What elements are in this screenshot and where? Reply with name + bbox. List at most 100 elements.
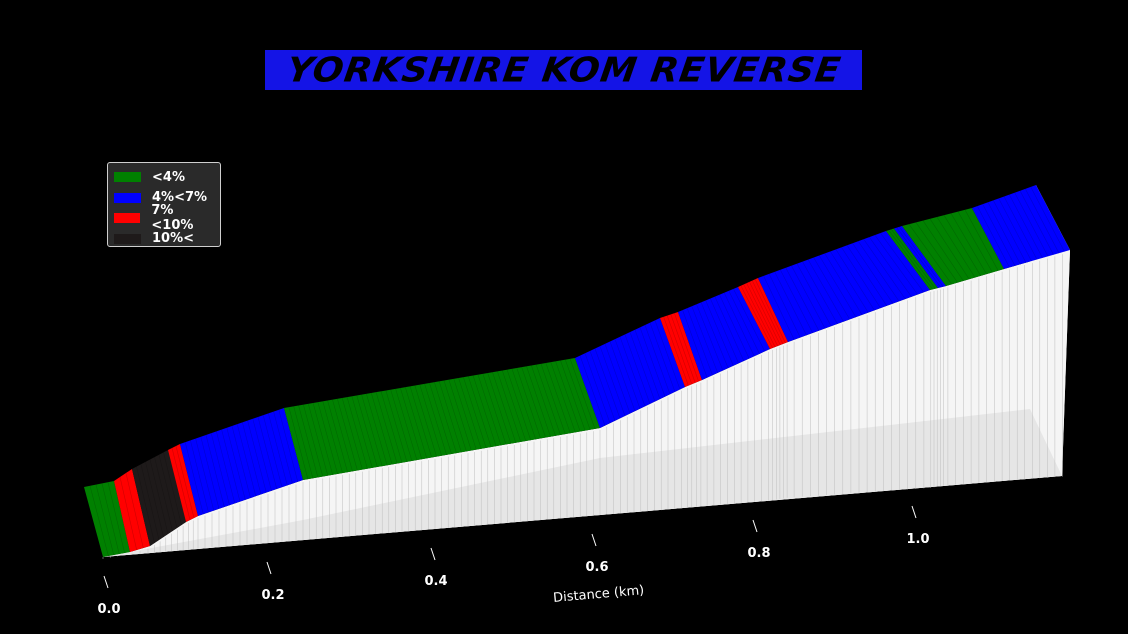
segment-stripe <box>1014 192 1049 257</box>
x-axis-ticks: 0.0 0.2 0.4 0.6 0.8 1.0 <box>97 505 930 617</box>
segment-stripe <box>145 461 164 538</box>
legend: <4% 4%<7% 7%<10% 10%< <box>107 162 221 247</box>
segment-stripe <box>361 394 383 467</box>
segment-stripe <box>429 382 452 455</box>
segment-stripe <box>395 388 418 461</box>
segment-stripe <box>957 211 993 273</box>
segment-stripe <box>830 251 869 313</box>
segment-stripe <box>1019 190 1054 255</box>
segment-stripe <box>163 452 182 526</box>
segment-stripe <box>482 373 507 445</box>
segment-stripe <box>714 296 745 362</box>
segment-stripe <box>619 336 646 407</box>
segment-stripe <box>317 402 338 474</box>
segment-stripe <box>929 218 970 280</box>
segment-stripe <box>560 360 586 431</box>
segment-stripe <box>663 316 689 386</box>
segment-stripe <box>691 306 718 373</box>
segment-stripe <box>807 259 844 322</box>
legend-label: 10%< <box>152 231 195 247</box>
segment-stripe <box>639 327 666 397</box>
segment-stripe <box>257 416 278 490</box>
gradient-segment <box>738 278 788 349</box>
chart-title: YORKSHIRE KOM REVERSE <box>283 50 844 90</box>
x-tick-mark <box>266 561 272 575</box>
segment-stripe <box>95 484 115 556</box>
segment-stripe <box>749 281 781 346</box>
segment-stripe <box>535 364 561 435</box>
segment-stripe <box>205 434 225 508</box>
segment-stripe <box>226 427 246 500</box>
segment-stripe <box>891 229 936 289</box>
segment-stripe <box>654 320 681 390</box>
segment-stripe <box>915 222 958 283</box>
chart-title-banner: YORKSHIRE KOM REVERSE <box>265 50 862 90</box>
segment-stripe <box>247 420 267 493</box>
segment-stripe <box>303 404 324 477</box>
segment-stripe <box>982 204 1016 266</box>
segment-stripe <box>458 377 482 449</box>
segment-stripe <box>371 392 393 465</box>
gradient-segment <box>678 287 770 380</box>
segment-stripe <box>813 257 850 320</box>
segment-stripe <box>1030 186 1065 252</box>
segment-stripe <box>594 348 621 419</box>
x-tick-mark <box>591 533 597 547</box>
x-tick-label: 0.8 <box>747 546 770 561</box>
segment-stripe <box>686 308 713 376</box>
segment-stripe <box>634 329 661 400</box>
segment-stripe <box>743 284 776 348</box>
segment-stripe <box>405 387 428 459</box>
gradient-segment <box>886 228 938 290</box>
gradient-segment <box>972 185 1070 269</box>
segment-stripe <box>857 241 900 302</box>
segment-stripe <box>614 339 641 409</box>
segment-stripe <box>977 205 1010 268</box>
segment-stripe <box>705 300 734 366</box>
segment-stripe <box>993 200 1027 263</box>
segment-stripe <box>409 386 432 458</box>
segment-stripe <box>964 209 999 271</box>
segment-stripe <box>463 377 487 448</box>
segment-stripe <box>195 438 215 511</box>
segment-stripe <box>200 436 220 509</box>
segment-stripe <box>835 249 875 311</box>
segment-stripe <box>666 315 693 385</box>
segment-stripe <box>190 440 209 513</box>
legend-swatch <box>114 192 141 203</box>
segment-stripe <box>140 464 160 541</box>
segment-stripe <box>589 350 616 421</box>
segment-stripe <box>936 216 976 278</box>
segment-stripe <box>346 397 368 469</box>
gradient-segment <box>902 208 1004 286</box>
segment-stripe <box>424 383 447 455</box>
segment-stripe <box>629 331 656 402</box>
segment-stripe <box>312 402 333 475</box>
x-tick-label: 0.2 <box>261 588 284 603</box>
segment-stripe <box>125 472 144 549</box>
segment-stripe <box>89 485 109 557</box>
segment-stripe <box>268 413 288 486</box>
legend-item: 4%<7% <box>114 188 214 209</box>
segment-stripe <box>492 372 517 443</box>
segment-stripe <box>351 396 373 468</box>
segment-stripe <box>545 362 571 434</box>
segment-stripe <box>649 322 676 392</box>
segment-stripe <box>477 374 502 446</box>
segment-stripe <box>880 232 925 293</box>
segment-stripe <box>516 367 541 439</box>
gradient-segment <box>660 312 702 387</box>
segment-stripe <box>216 431 236 504</box>
segment-stripe <box>506 369 531 441</box>
segment-stripe <box>337 398 358 471</box>
gradient-segment <box>575 318 685 428</box>
segment-stripe <box>453 378 477 450</box>
segment-stripe <box>221 429 241 502</box>
segment-stripe <box>746 282 778 347</box>
segment-stripe <box>540 363 566 435</box>
segment-stripe <box>780 269 813 334</box>
segment-stripe <box>791 265 826 329</box>
gradient-segment <box>180 408 303 516</box>
segment-stripe <box>874 234 918 295</box>
